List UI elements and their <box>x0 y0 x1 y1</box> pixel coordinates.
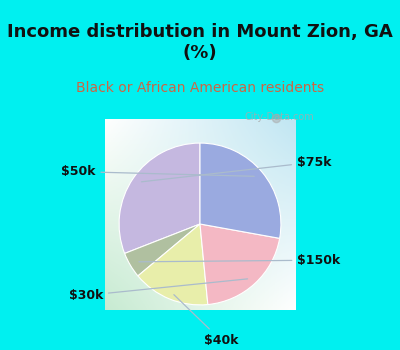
Wedge shape <box>119 143 200 253</box>
Text: $150k: $150k <box>139 254 341 267</box>
Text: Black or African American residents: Black or African American residents <box>76 80 324 94</box>
Text: $40k: $40k <box>174 295 238 346</box>
Text: $75k: $75k <box>142 156 332 182</box>
Text: Income distribution in Mount Zion, GA
(%): Income distribution in Mount Zion, GA (%… <box>7 23 393 62</box>
Text: City-Data.com: City-Data.com <box>244 112 314 122</box>
Wedge shape <box>125 224 200 276</box>
Text: $30k: $30k <box>68 279 248 302</box>
Wedge shape <box>200 143 281 238</box>
Wedge shape <box>200 224 280 304</box>
Wedge shape <box>138 224 208 305</box>
Text: $50k: $50k <box>61 165 254 178</box>
